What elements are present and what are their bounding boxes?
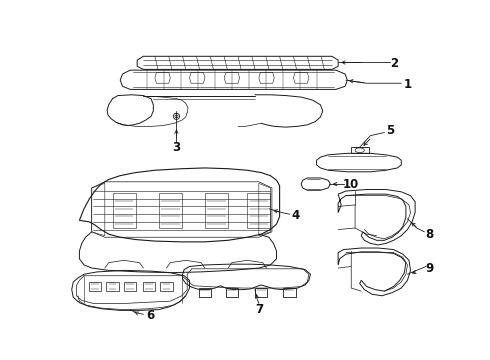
Text: 4: 4 <box>292 209 300 222</box>
Text: 7: 7 <box>255 303 263 316</box>
Text: 10: 10 <box>343 177 359 190</box>
Text: 3: 3 <box>172 141 180 154</box>
Text: 6: 6 <box>146 309 154 322</box>
Text: 5: 5 <box>386 124 394 137</box>
Text: 1: 1 <box>404 78 412 91</box>
Text: 8: 8 <box>425 228 433 240</box>
Text: 9: 9 <box>426 261 434 275</box>
Text: 2: 2 <box>390 57 398 70</box>
